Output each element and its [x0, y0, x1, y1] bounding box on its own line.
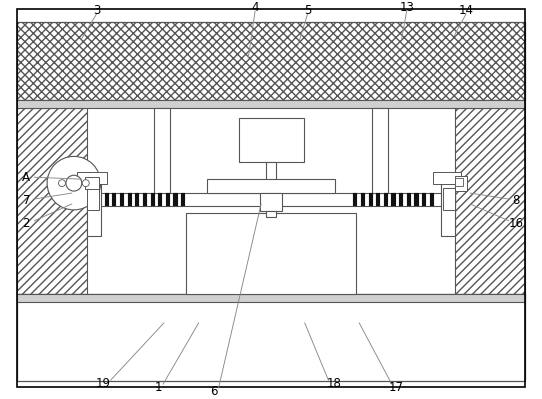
Bar	[186, 213, 356, 294]
Bar	[151, 193, 154, 206]
Circle shape	[59, 180, 66, 187]
Bar	[455, 108, 525, 294]
Bar	[455, 178, 463, 186]
Text: A: A	[22, 171, 30, 184]
Bar	[17, 22, 525, 100]
Bar	[166, 193, 170, 206]
Text: 4: 4	[251, 1, 259, 14]
Bar	[154, 108, 170, 193]
Bar	[240, 118, 304, 162]
Circle shape	[82, 180, 89, 187]
Bar	[17, 100, 525, 108]
Text: 19: 19	[96, 377, 111, 390]
Bar	[384, 193, 388, 206]
Text: 6: 6	[210, 385, 217, 398]
Bar	[112, 193, 117, 206]
Bar	[376, 193, 380, 206]
Bar	[399, 193, 403, 206]
Bar	[127, 193, 132, 206]
Bar	[143, 193, 147, 206]
Bar	[422, 193, 427, 206]
Text: 16: 16	[508, 217, 523, 230]
Bar	[415, 193, 418, 206]
Bar	[17, 294, 525, 381]
Bar	[77, 172, 107, 184]
Text: 18: 18	[327, 377, 342, 390]
Bar	[105, 193, 109, 206]
Bar	[361, 193, 365, 206]
Bar	[173, 193, 178, 206]
Bar	[17, 294, 525, 302]
Bar	[135, 193, 139, 206]
Bar	[434, 172, 461, 184]
Bar	[266, 162, 276, 181]
Bar	[430, 193, 434, 206]
Text: 2: 2	[23, 217, 30, 230]
Text: 14: 14	[459, 4, 474, 17]
Bar	[369, 193, 373, 206]
Bar	[443, 188, 455, 210]
Bar	[266, 211, 276, 217]
Bar	[353, 193, 357, 206]
Text: 17: 17	[388, 381, 403, 394]
Text: 13: 13	[399, 1, 414, 14]
Text: 7: 7	[23, 194, 30, 207]
Text: 1: 1	[154, 381, 162, 394]
Bar	[120, 193, 124, 206]
Bar	[87, 176, 101, 236]
Bar	[391, 193, 396, 206]
Bar	[85, 177, 99, 189]
Bar	[158, 193, 163, 206]
Text: 3: 3	[93, 4, 100, 17]
Bar	[87, 188, 99, 210]
Bar	[207, 179, 335, 193]
Bar	[17, 108, 87, 294]
Bar	[455, 176, 467, 191]
Bar	[372, 108, 388, 193]
Text: 8: 8	[512, 194, 519, 207]
Bar	[181, 193, 185, 206]
Text: 5: 5	[304, 4, 311, 17]
Bar	[441, 176, 455, 236]
Circle shape	[47, 156, 101, 210]
Circle shape	[66, 175, 82, 191]
Bar	[260, 193, 282, 211]
Bar	[87, 193, 455, 206]
Bar	[407, 193, 411, 206]
